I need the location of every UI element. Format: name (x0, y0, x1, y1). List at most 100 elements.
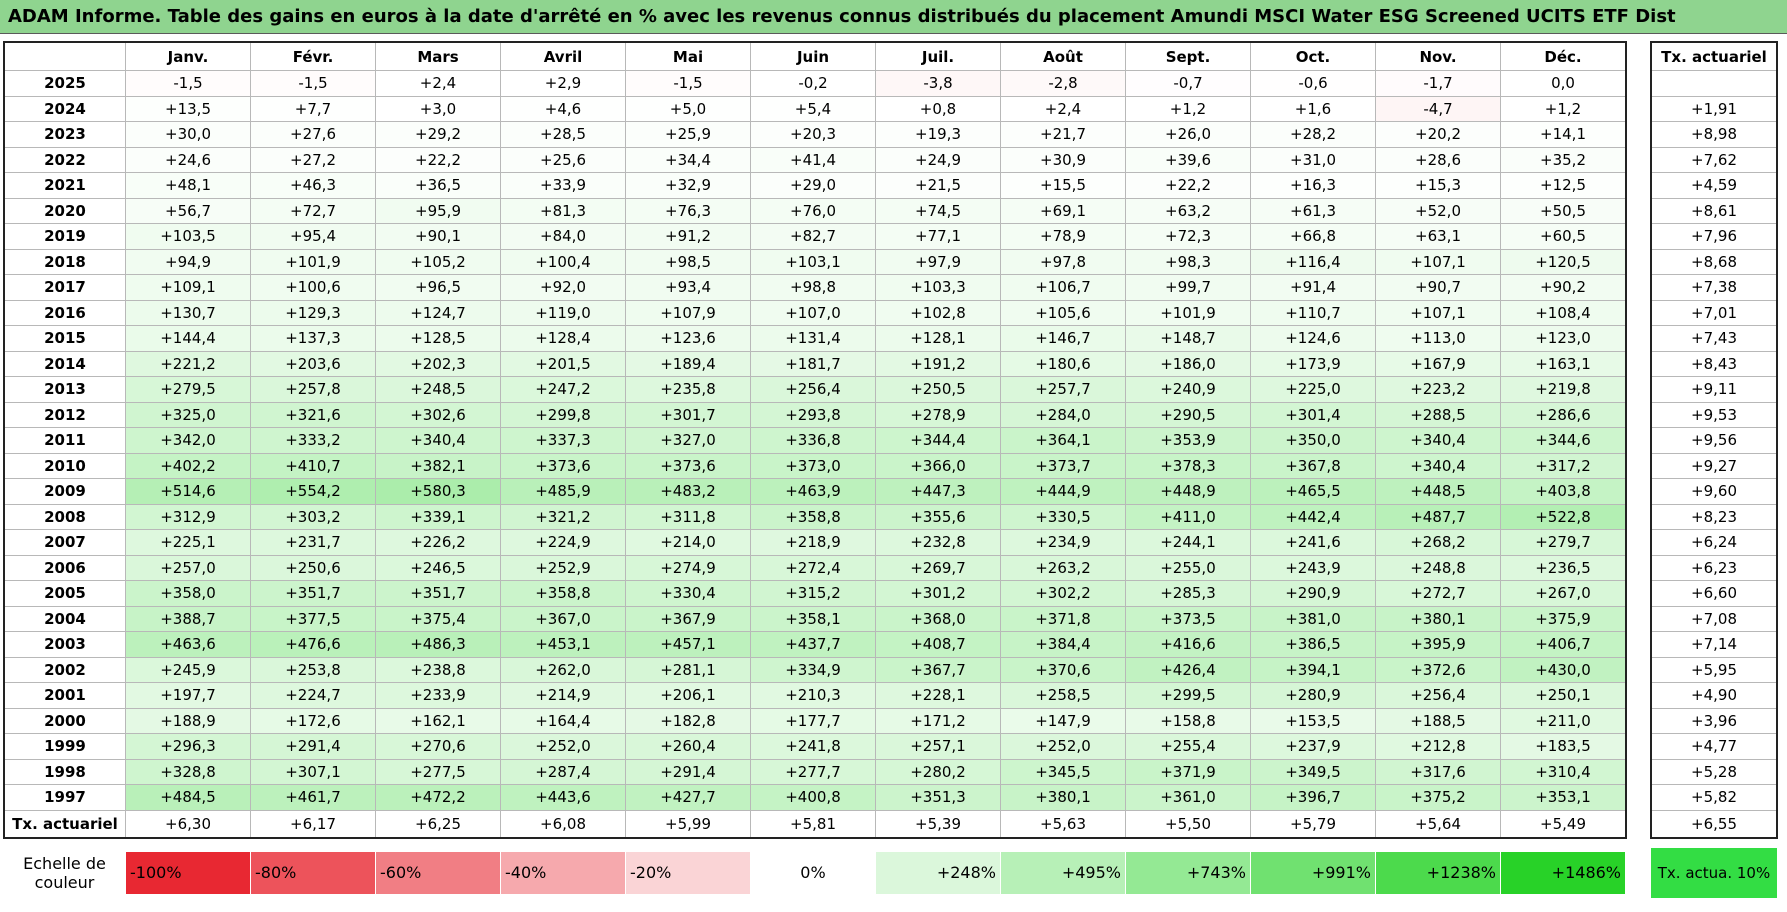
gain-cell: +342,0 (125, 427, 251, 454)
scale-step: -60% (376, 851, 500, 894)
gain-cell: +119,0 (500, 299, 626, 326)
rate-cell: +4,90 (1651, 682, 1777, 709)
gain-cell: +250,5 (875, 376, 1001, 403)
gain-cell: +129,3 (250, 299, 376, 326)
gain-cell: +90,2 (1500, 274, 1626, 301)
gain-cell: +97,8 (1000, 248, 1126, 275)
gain-cell: +310,4 (1500, 758, 1626, 785)
gain-cell: +29,2 (375, 121, 501, 148)
gain-cell: +224,9 (500, 529, 626, 556)
gain-cell: +373,6 (625, 452, 751, 479)
gain-cell: +522,8 (1500, 503, 1626, 530)
row-year: 2004 (4, 605, 126, 632)
scale-label: Echelle de couleur (23, 853, 106, 892)
gain-cell: +197,7 (125, 682, 251, 709)
gain-cell: +188,5 (1375, 707, 1501, 734)
gain-cell: +484,5 (125, 784, 251, 811)
row-year: 2022 (4, 146, 126, 173)
rate-cell: +9,11 (1651, 376, 1777, 403)
gain-cell: +351,7 (250, 580, 376, 607)
gain-cell: +426,4 (1125, 656, 1251, 683)
gain-cell: +22,2 (375, 146, 501, 173)
gain-cell: +402,2 (125, 452, 251, 479)
gain-cell: +444,9 (1000, 478, 1126, 505)
row-year: 2016 (4, 299, 126, 326)
gain-cell: +263,2 (1000, 554, 1126, 581)
gain-cell: +394,1 (1250, 656, 1376, 683)
gain-cell: +100,4 (500, 248, 626, 275)
gain-cell: +252,0 (1000, 733, 1126, 760)
gain-cell: -0,6 (1250, 70, 1376, 97)
row-year: 2020 (4, 197, 126, 224)
gain-cell: +291,4 (625, 758, 751, 785)
gain-cell: +63,2 (1125, 197, 1251, 224)
gain-cell: +15,3 (1375, 172, 1501, 199)
footer-rate: +6,55 (1651, 809, 1777, 838)
footer-cell: +6,08 (500, 809, 626, 838)
gain-cell: +236,5 (1500, 554, 1626, 581)
row-year: 2021 (4, 172, 126, 199)
gain-cell: +27,2 (250, 146, 376, 173)
gain-cell: +72,7 (250, 197, 376, 224)
row-year: 2011 (4, 427, 126, 454)
gain-cell: +153,5 (1250, 707, 1376, 734)
gain-cell: +235,8 (625, 376, 751, 403)
row-year: 2024 (4, 95, 126, 122)
gain-cell: +107,9 (625, 299, 751, 326)
column-header: Août (1000, 42, 1126, 71)
rate-cell: +7,14 (1651, 631, 1777, 658)
gain-cell: +371,9 (1125, 758, 1251, 785)
gain-cell: +225,0 (1250, 376, 1376, 403)
gain-cell: +97,9 (875, 248, 1001, 275)
gain-cell: +299,8 (500, 401, 626, 428)
gain-cell: +12,5 (1500, 172, 1626, 199)
gain-cell: +301,2 (875, 580, 1001, 607)
scale-step: -40% (501, 851, 625, 894)
gain-cell: +34,4 (625, 146, 751, 173)
row-year: 2009 (4, 478, 126, 505)
gain-cell: +307,1 (250, 758, 376, 785)
gain-cell: +240,9 (1125, 376, 1251, 403)
gain-cell: +293,8 (750, 401, 876, 428)
gain-cell: +274,9 (625, 554, 751, 581)
gain-cell: +186,0 (1125, 350, 1251, 377)
column-header: Oct. (1250, 42, 1376, 71)
gain-cell: +380,1 (1375, 605, 1501, 632)
row-year: 2014 (4, 350, 126, 377)
gain-cell: +317,2 (1500, 452, 1626, 479)
gain-cell: +334,9 (750, 656, 876, 683)
gain-cell: +84,0 (500, 223, 626, 250)
gain-cell: +367,9 (625, 605, 751, 632)
rate-cell: +9,56 (1651, 427, 1777, 454)
gain-cell: +2,9 (500, 70, 626, 97)
gain-cell: +358,0 (125, 580, 251, 607)
gain-cell: +453,1 (500, 631, 626, 658)
column-header: Juil. (875, 42, 1001, 71)
gain-cell: +218,9 (750, 529, 876, 556)
scale-step: +743% (1126, 851, 1250, 894)
gain-cell: +258,5 (1000, 682, 1126, 709)
rate-cell (1651, 70, 1777, 97)
gain-cell: +366,0 (875, 452, 1001, 479)
scale-step: +1486% (1501, 851, 1625, 894)
gain-cell: +98,5 (625, 248, 751, 275)
gain-cell: +128,4 (500, 325, 626, 352)
footer-cell: +5,63 (1000, 809, 1126, 838)
gain-cell: +137,3 (250, 325, 376, 352)
gain-cell: +442,4 (1250, 503, 1376, 530)
gain-cell: +367,8 (1250, 452, 1376, 479)
gain-cell: +148,7 (1125, 325, 1251, 352)
gain-cell: +241,8 (750, 733, 876, 760)
gain-cell: +78,9 (1000, 223, 1126, 250)
gain-cell: +351,7 (375, 580, 501, 607)
gain-cell: +373,0 (750, 452, 876, 479)
gain-cell: +2,4 (375, 70, 501, 97)
gain-cell: +351,3 (875, 784, 1001, 811)
gain-cell: +95,4 (250, 223, 376, 250)
rate-cell: +8,98 (1651, 121, 1777, 148)
footer-cell: +5,49 (1500, 809, 1626, 838)
gain-cell: +7,7 (250, 95, 376, 122)
gain-cell: +257,1 (875, 733, 1001, 760)
gain-cell: +250,1 (1500, 682, 1626, 709)
